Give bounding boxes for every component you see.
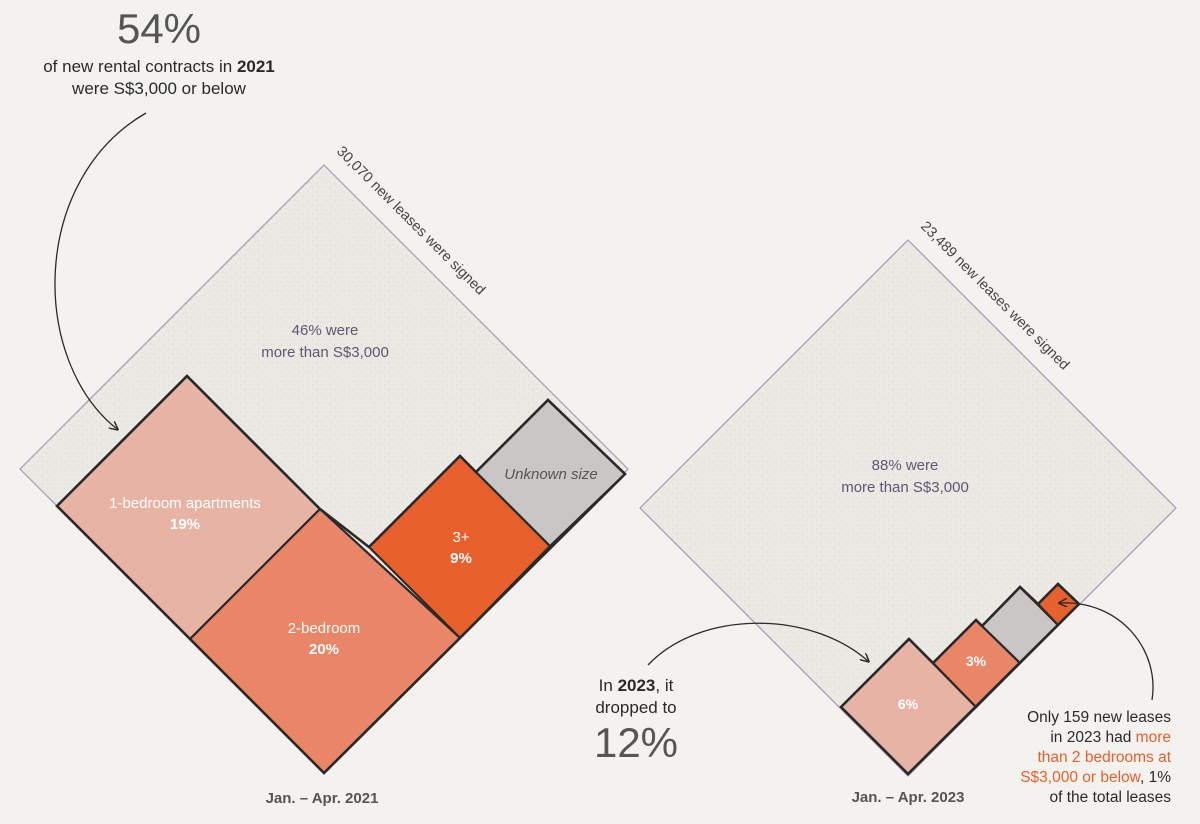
value-1-bedroom-2023: 6% <box>898 696 919 712</box>
headline-percent: 54% <box>117 5 201 52</box>
label-3plus-2021: 3+ <box>452 529 469 546</box>
above-label-line1-2021: 46% were <box>292 322 359 339</box>
label-2-bedroom-2021: 2-bedroom <box>288 620 361 637</box>
value-2-bedroom-2021: 20% <box>309 641 339 658</box>
note-arrow <box>1060 603 1154 701</box>
annotation-2023-drop: In 2023, it dropped to 12% <box>594 622 868 766</box>
above-label-line2-2021: more than S$3,000 <box>261 344 389 361</box>
value-1-bedroom-2021: 19% <box>170 516 200 533</box>
label-unknown-size-2021: Unknown size <box>504 466 597 483</box>
drop-percent: 12% <box>594 719 678 766</box>
label-1-bedroom-2021: 1-bedroom apartments <box>109 495 261 512</box>
note-line3: than 2 bedrooms at <box>1037 749 1171 766</box>
drop-arrow <box>647 622 868 666</box>
value-3plus-2021: 9% <box>450 550 472 567</box>
above-label-line2-2023: more than S$3,000 <box>841 479 969 496</box>
chart-2023: 23,489 new leases were signed 88% were m… <box>639 219 1177 806</box>
drop-line1: In 2023, it <box>599 676 674 695</box>
annotation-2023-three-plus: Only 159 new leases in 2023 had more tha… <box>1020 603 1172 806</box>
headline-line1: of new rental contracts in 2021 <box>43 57 275 76</box>
period-label-2021: Jan. – Apr. 2021 <box>266 790 379 807</box>
value-2-bedroom-2023: 3% <box>966 653 987 669</box>
note-line5: of the total leases <box>1050 789 1172 806</box>
headline-arrow <box>54 112 147 429</box>
chart-2021: 30,070 new leases were signed 46% were m… <box>19 144 629 807</box>
annotation-2021-headline: 54% of new rental contracts in 2021 were… <box>43 5 275 429</box>
period-label-2023: Jan. – Apr. 2023 <box>852 789 965 806</box>
headline-line2: were S$3,000 or below <box>71 79 247 98</box>
note-line2: in 2023 had more <box>1050 729 1171 746</box>
note-line4: S$3,000 or below, 1% <box>1020 769 1171 786</box>
note-line1: Only 159 new leases <box>1027 709 1171 726</box>
drop-line2: dropped to <box>595 698 676 717</box>
below-3000-outline-2023 <box>839 582 1081 776</box>
above-label-line1-2023: 88% were <box>872 457 939 474</box>
below-3000-outline-2021 <box>55 374 627 775</box>
